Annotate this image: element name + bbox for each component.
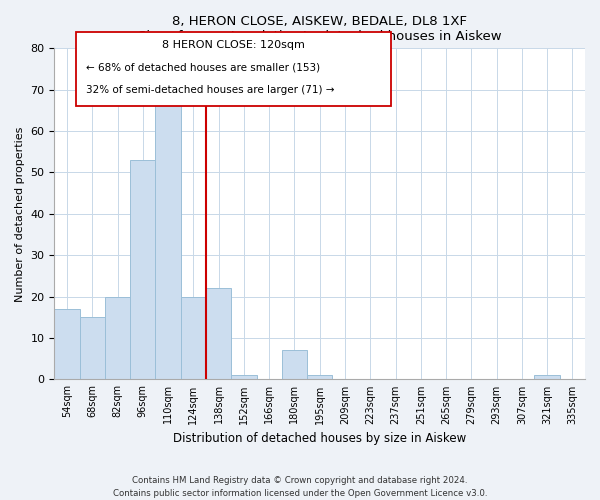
Bar	[155, 102, 181, 380]
FancyBboxPatch shape	[76, 32, 391, 106]
Y-axis label: Number of detached properties: Number of detached properties	[15, 126, 25, 302]
Text: 8 HERON CLOSE: 120sqm: 8 HERON CLOSE: 120sqm	[162, 40, 305, 50]
Text: Contains HM Land Registry data © Crown copyright and database right 2024.
Contai: Contains HM Land Registry data © Crown c…	[113, 476, 487, 498]
Bar	[105, 296, 130, 380]
Bar	[206, 288, 231, 380]
Title: 8, HERON CLOSE, AISKEW, BEDALE, DL8 1XF
Size of property relative to detached ho: 8, HERON CLOSE, AISKEW, BEDALE, DL8 1XF …	[138, 15, 502, 43]
X-axis label: Distribution of detached houses by size in Aiskew: Distribution of detached houses by size …	[173, 432, 466, 445]
Bar	[535, 376, 560, 380]
Bar	[80, 318, 105, 380]
Bar	[282, 350, 307, 380]
Bar	[231, 376, 257, 380]
Bar	[181, 296, 206, 380]
Text: 32% of semi-detached houses are larger (71) →: 32% of semi-detached houses are larger (…	[86, 85, 335, 95]
Text: ← 68% of detached houses are smaller (153): ← 68% of detached houses are smaller (15…	[86, 62, 320, 72]
Bar	[307, 376, 332, 380]
Bar	[55, 309, 80, 380]
Bar	[130, 160, 155, 380]
